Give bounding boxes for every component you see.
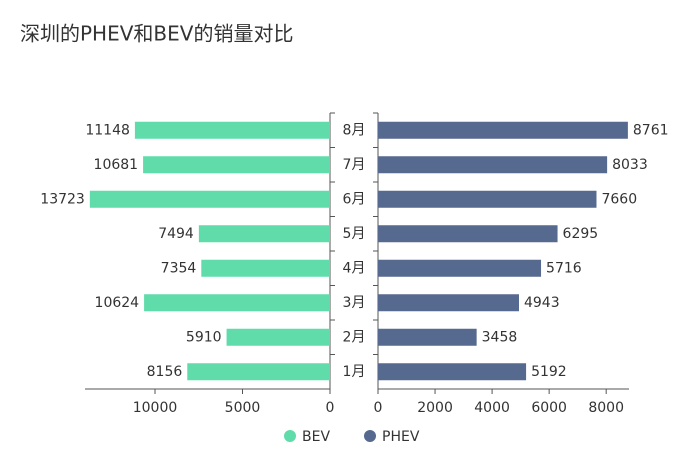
legend-marker [364,430,376,442]
value-label: 7660 [601,191,637,207]
chart-title: 深圳的PHEV和BEV的销量对比 [20,22,293,46]
x-tick-label: 6000 [531,400,567,416]
value-label: 8156 [147,364,183,380]
bar [378,259,542,277]
bar [201,259,330,277]
value-label: 7354 [161,260,197,276]
category-label: 3月 [343,295,366,311]
x-tick-label: 0 [326,400,335,416]
bar [198,225,330,243]
x-tick-label: 0 [374,400,383,416]
value-label: 4943 [524,295,560,311]
bar [143,156,330,174]
bar [134,121,330,139]
value-label: 11148 [85,122,130,138]
bar [378,121,628,139]
category-label: 4月 [343,260,366,276]
category-label: 8月 [343,122,366,138]
value-label: 5910 [186,329,222,345]
value-label: 10681 [94,157,139,173]
x-tick-label: 2000 [417,400,453,416]
x-tick-label: 8000 [588,400,624,416]
value-label: 3458 [482,329,518,345]
value-label: 7494 [158,226,194,242]
bar [378,225,558,243]
value-label: 8761 [633,122,669,138]
x-tick-label: 10000 [133,400,178,416]
value-label: 8033 [612,157,648,173]
bar [378,294,519,312]
category-label: 7月 [343,157,366,173]
category-label: 6月 [343,191,366,207]
x-tick-label: 4000 [474,400,510,416]
bar [378,363,527,381]
bar [89,190,330,208]
bar [144,294,330,312]
bar [187,363,330,381]
bar [378,328,477,346]
category-label: 2月 [343,329,366,345]
category-label: 5月 [343,226,366,242]
legend-label: PHEV [382,429,420,445]
category-label: 1月 [343,364,366,380]
value-label: 5716 [546,260,582,276]
bar [378,156,608,174]
value-label: 10624 [95,295,140,311]
value-label: 13723 [40,191,85,207]
value-label: 6295 [563,226,599,242]
value-label: 5192 [531,364,567,380]
bar [226,328,330,346]
x-tick-label: 5000 [225,400,261,416]
bar [378,190,597,208]
legend-label: BEV [302,429,330,445]
legend-marker [284,430,296,442]
